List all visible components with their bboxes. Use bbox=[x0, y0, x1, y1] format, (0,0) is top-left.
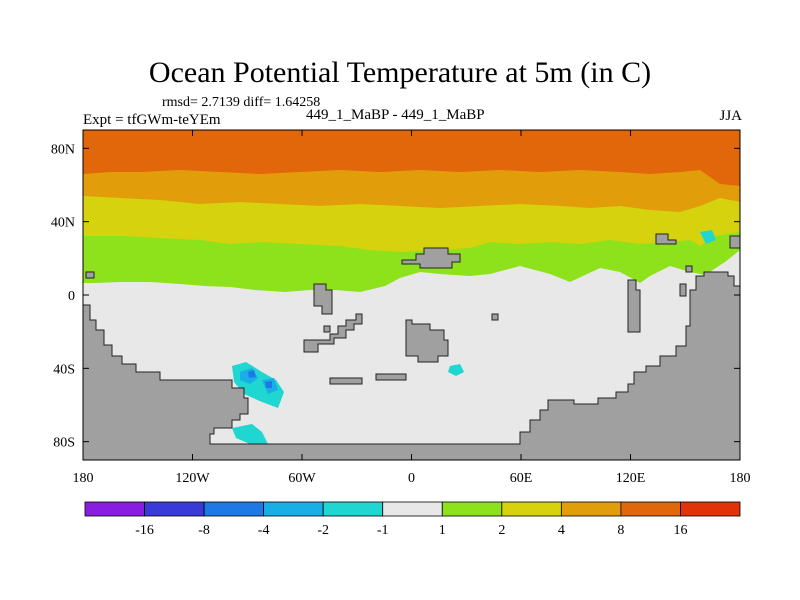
colorbar-label: -16 bbox=[135, 523, 154, 538]
x-tick-label: 180 bbox=[73, 471, 94, 486]
landmass bbox=[655, 233, 677, 245]
colorbar-swatch bbox=[620, 501, 681, 517]
landmass bbox=[401, 247, 461, 269]
colorbar-label: 2 bbox=[498, 523, 505, 538]
comparison-label: 449_1_MaBP - 449_1_MaBP bbox=[306, 107, 485, 123]
colorbar-swatch bbox=[680, 501, 741, 517]
colorbar-swatch bbox=[263, 501, 324, 517]
landmass bbox=[323, 325, 331, 333]
landmass bbox=[685, 265, 693, 273]
band-8-to-16 bbox=[83, 130, 740, 186]
experiment-label: Expt = tfGWm-teYEm bbox=[83, 112, 221, 128]
axis-layer: 180 120W 60W 0 60E 120E 180 80N 40N 0 40S 80S bbox=[51, 130, 751, 486]
landmass bbox=[627, 279, 641, 333]
landmass bbox=[729, 235, 740, 249]
y-tick-label: 80N bbox=[51, 142, 75, 157]
x-tick-label: 120E bbox=[616, 471, 646, 486]
cold-anomaly-patch bbox=[448, 364, 464, 376]
landmass bbox=[303, 313, 363, 353]
landmass bbox=[405, 319, 449, 363]
colorbar-label: 8 bbox=[617, 523, 624, 538]
colorbar-swatch bbox=[382, 501, 443, 517]
cold-anomaly-patch bbox=[700, 230, 716, 244]
x-tick-label: 60W bbox=[288, 471, 316, 486]
season-label: JJA bbox=[719, 108, 742, 124]
land-mask bbox=[83, 233, 740, 460]
colorbar-label: -4 bbox=[258, 523, 270, 538]
colorbar-label: 16 bbox=[673, 523, 687, 538]
x-tick-label: 60E bbox=[510, 471, 533, 486]
cold-anomaly-patch bbox=[232, 424, 268, 444]
colorbar-label: -1 bbox=[377, 523, 389, 538]
colorbar: -16 -8 -4 -2 -1 1 2 4 8 16 bbox=[84, 501, 741, 538]
landmass bbox=[329, 377, 363, 385]
landmass bbox=[313, 283, 333, 315]
y-tick-label: 0 bbox=[68, 289, 75, 304]
colorbar-label: 1 bbox=[439, 523, 446, 538]
x-tick-label: 180 bbox=[730, 471, 751, 486]
y-tick-label: 40S bbox=[53, 362, 75, 377]
colorbar-label: -2 bbox=[317, 523, 329, 538]
colorbar-swatch bbox=[203, 501, 265, 517]
x-tick-label: 120W bbox=[175, 471, 210, 486]
landmass bbox=[491, 313, 499, 321]
colorbar-swatch bbox=[84, 501, 145, 517]
y-tick-label: 80S bbox=[53, 436, 75, 451]
colorbar-swatch bbox=[501, 501, 562, 517]
landmass bbox=[83, 271, 740, 460]
cool-anomaly-core bbox=[265, 381, 272, 388]
colorbar-swatch bbox=[560, 501, 622, 517]
colorbar-swatch bbox=[144, 501, 205, 517]
colorbar-label: 4 bbox=[558, 523, 565, 538]
y-tick-label: 40N bbox=[51, 216, 75, 231]
x-tick-label: 0 bbox=[408, 471, 415, 486]
landmass bbox=[85, 271, 95, 279]
stats-label: rmsd= 2.7139 diff= 1.64258 bbox=[162, 95, 321, 110]
landmass bbox=[679, 283, 687, 297]
landmass bbox=[375, 373, 407, 381]
colorbar-swatch bbox=[441, 501, 503, 517]
colorbar-swatch bbox=[322, 501, 384, 517]
colorbar-label: -8 bbox=[198, 523, 210, 538]
map-title: Ocean Potential Temperature at 5m (in C) bbox=[148, 56, 652, 89]
map-plot-area bbox=[83, 130, 740, 460]
cool-anomaly-core bbox=[248, 370, 256, 378]
